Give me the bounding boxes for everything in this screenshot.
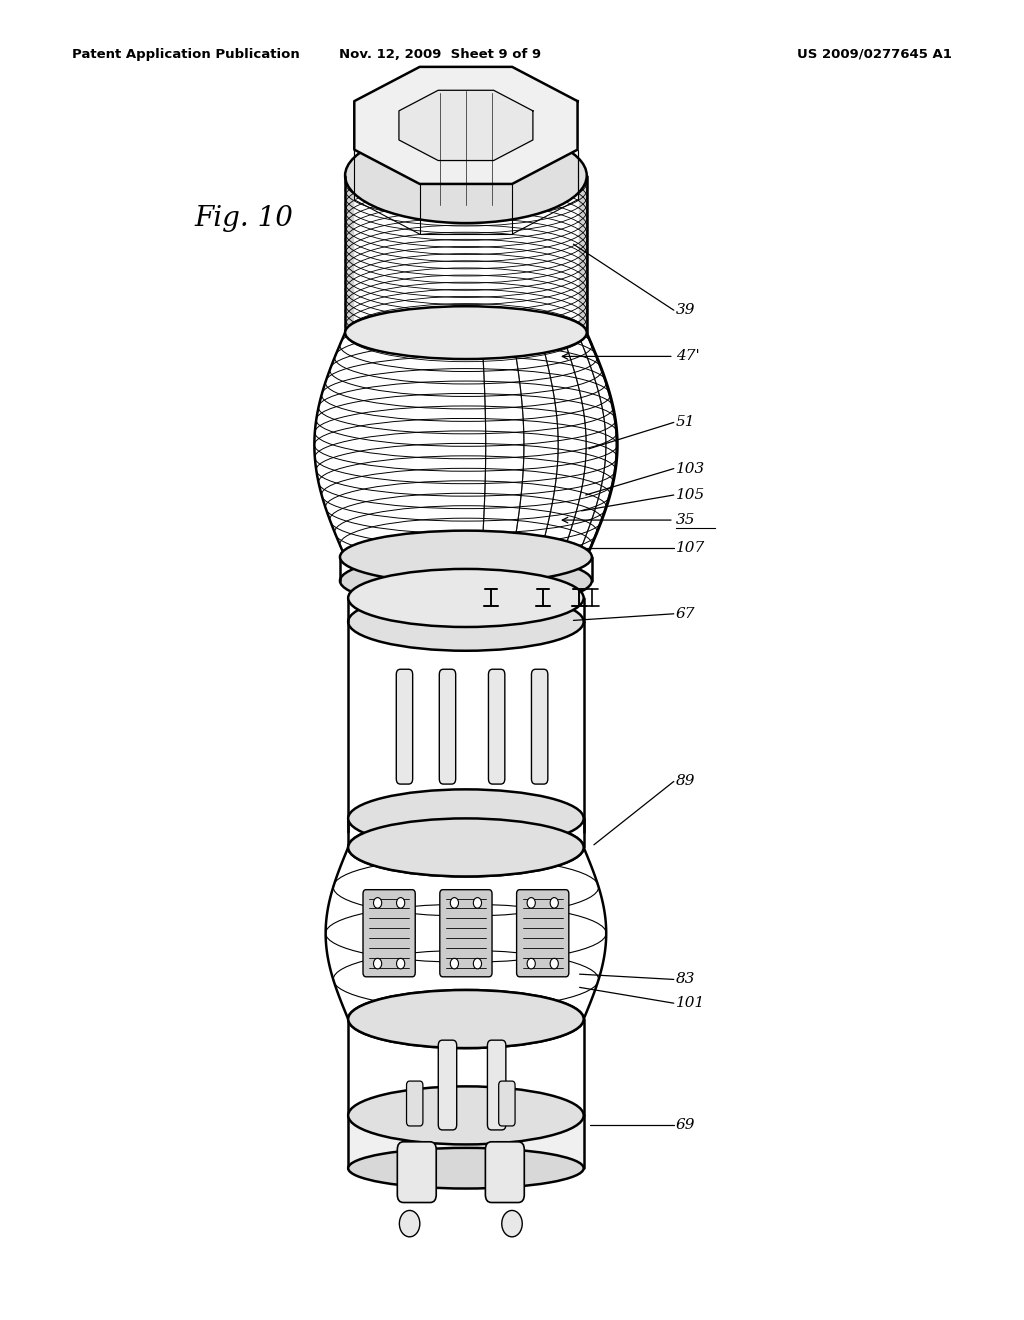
Text: 105: 105 xyxy=(676,488,706,502)
Circle shape xyxy=(550,898,558,908)
Circle shape xyxy=(527,958,536,969)
Polygon shape xyxy=(326,847,606,1019)
Text: 39: 39 xyxy=(676,304,695,317)
Text: 67: 67 xyxy=(676,607,695,620)
FancyBboxPatch shape xyxy=(487,1040,506,1130)
Circle shape xyxy=(527,898,536,908)
Circle shape xyxy=(451,898,459,908)
FancyBboxPatch shape xyxy=(439,669,456,784)
Circle shape xyxy=(451,958,459,969)
Text: 101: 101 xyxy=(676,997,706,1010)
Circle shape xyxy=(550,958,558,969)
Ellipse shape xyxy=(348,569,584,627)
Ellipse shape xyxy=(348,990,584,1048)
Ellipse shape xyxy=(348,1086,584,1144)
Polygon shape xyxy=(348,1019,584,1115)
FancyBboxPatch shape xyxy=(396,669,413,784)
Polygon shape xyxy=(314,333,617,557)
Polygon shape xyxy=(348,622,584,832)
Circle shape xyxy=(399,1210,420,1237)
Text: 47': 47' xyxy=(676,350,699,363)
FancyBboxPatch shape xyxy=(362,890,416,977)
Circle shape xyxy=(374,958,382,969)
Circle shape xyxy=(473,898,481,908)
FancyBboxPatch shape xyxy=(485,1142,524,1203)
Circle shape xyxy=(473,958,481,969)
FancyBboxPatch shape xyxy=(517,890,569,977)
FancyBboxPatch shape xyxy=(407,1081,423,1126)
Circle shape xyxy=(396,958,404,969)
Circle shape xyxy=(502,1210,522,1237)
Ellipse shape xyxy=(340,531,592,583)
FancyBboxPatch shape xyxy=(499,1081,515,1126)
Polygon shape xyxy=(399,90,532,161)
Ellipse shape xyxy=(348,1148,584,1188)
Ellipse shape xyxy=(348,818,584,876)
Circle shape xyxy=(396,898,404,908)
Text: 83: 83 xyxy=(676,973,695,986)
Ellipse shape xyxy=(345,128,587,223)
Text: Patent Application Publication: Patent Application Publication xyxy=(72,48,299,61)
Ellipse shape xyxy=(345,306,587,359)
Ellipse shape xyxy=(348,990,584,1048)
Text: 89: 89 xyxy=(676,775,695,788)
Circle shape xyxy=(374,898,382,908)
Text: 35: 35 xyxy=(676,513,695,527)
FancyBboxPatch shape xyxy=(397,1142,436,1203)
Text: 51: 51 xyxy=(676,416,695,429)
Text: 107: 107 xyxy=(676,541,706,554)
FancyBboxPatch shape xyxy=(488,669,505,784)
Text: 69: 69 xyxy=(676,1118,695,1131)
Text: Nov. 12, 2009  Sheet 9 of 9: Nov. 12, 2009 Sheet 9 of 9 xyxy=(339,48,542,61)
FancyBboxPatch shape xyxy=(438,1040,457,1130)
Ellipse shape xyxy=(348,818,584,876)
Text: US 2009/0277645 A1: US 2009/0277645 A1 xyxy=(798,48,952,61)
FancyBboxPatch shape xyxy=(440,890,492,977)
Text: 103: 103 xyxy=(676,462,706,475)
Ellipse shape xyxy=(348,789,584,847)
Ellipse shape xyxy=(348,593,584,651)
Ellipse shape xyxy=(340,554,592,607)
Polygon shape xyxy=(348,1115,584,1168)
Text: Fig. 10: Fig. 10 xyxy=(195,205,294,231)
FancyBboxPatch shape xyxy=(531,669,548,784)
